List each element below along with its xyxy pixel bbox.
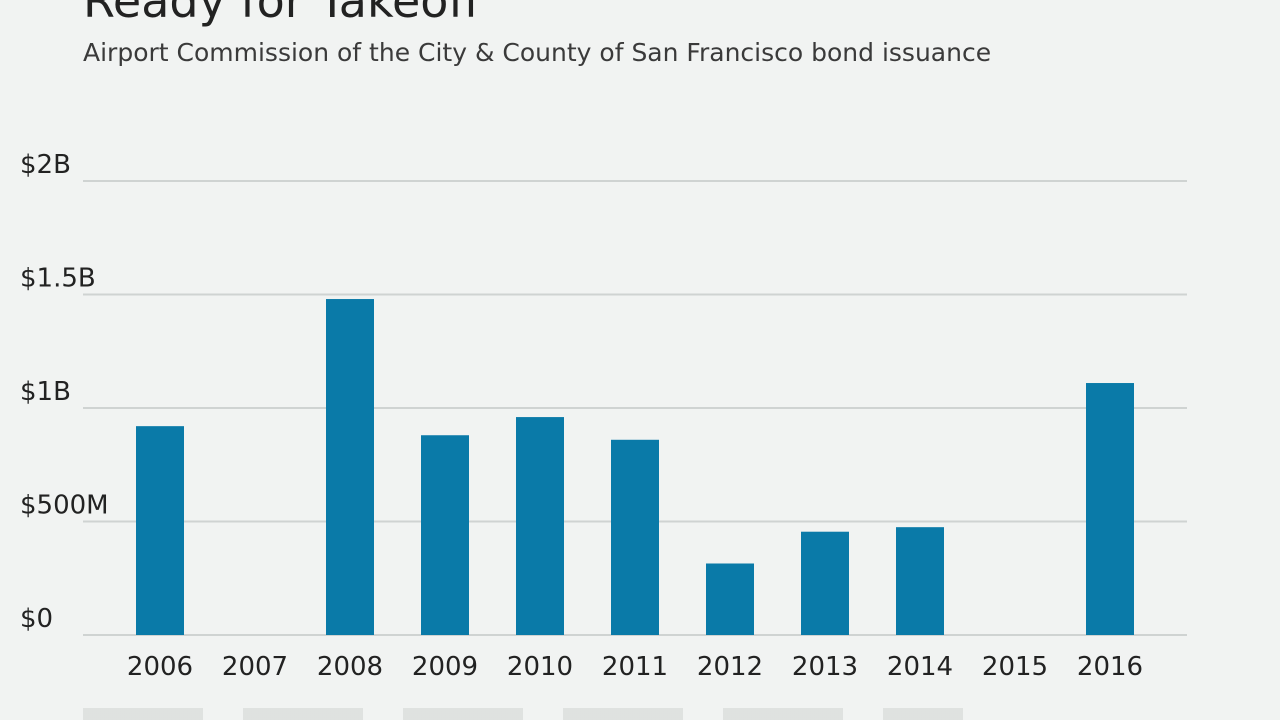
footer-source-text-cropped xyxy=(83,708,963,720)
bar-2006 xyxy=(136,426,184,635)
x-tick-label-2014: 2014 xyxy=(887,652,953,682)
x-axis-ticks: 2006 2007 2008 2009 2010 2011 2012 2013 2014 2015… xyxy=(127,652,1143,682)
x-tick-label-2008: 2008 xyxy=(317,652,383,682)
bar-2009 xyxy=(421,435,469,635)
chart-subtitle: Airport Commission of the City & County … xyxy=(83,38,992,67)
bar-2014 xyxy=(896,527,944,635)
bars xyxy=(136,299,1134,635)
y-tick-label: $0 xyxy=(20,604,53,634)
x-tick-label-2009: 2009 xyxy=(412,652,478,682)
x-tick-label-2007: 2007 xyxy=(222,652,288,682)
bar-2012 xyxy=(706,563,754,635)
x-tick-label-2011: 2011 xyxy=(602,652,668,682)
bar-2011 xyxy=(611,439,659,635)
x-tick-label-2013: 2013 xyxy=(792,652,858,682)
x-tick-label-2012: 2012 xyxy=(697,652,763,682)
x-tick-label-2015: 2015 xyxy=(982,652,1048,682)
x-tick-label-2016: 2016 xyxy=(1077,652,1143,682)
bar-2010 xyxy=(516,417,564,635)
chart-title: Ready for Takeoff xyxy=(83,0,481,28)
y-tick-label: $500M xyxy=(20,491,109,521)
x-tick-label-2006: 2006 xyxy=(127,652,193,682)
bar-2013 xyxy=(801,531,849,635)
bar-2008 xyxy=(326,299,374,635)
x-tick-label-2010: 2010 xyxy=(507,652,573,682)
y-axis-ticks: $0 $500M $1B $1.5B $2B xyxy=(20,150,109,634)
y-tick-label: $1B xyxy=(20,377,71,407)
y-tick-label: $2B xyxy=(20,150,71,180)
bar-2016 xyxy=(1086,383,1134,635)
y-tick-label: $1.5B xyxy=(20,264,96,294)
